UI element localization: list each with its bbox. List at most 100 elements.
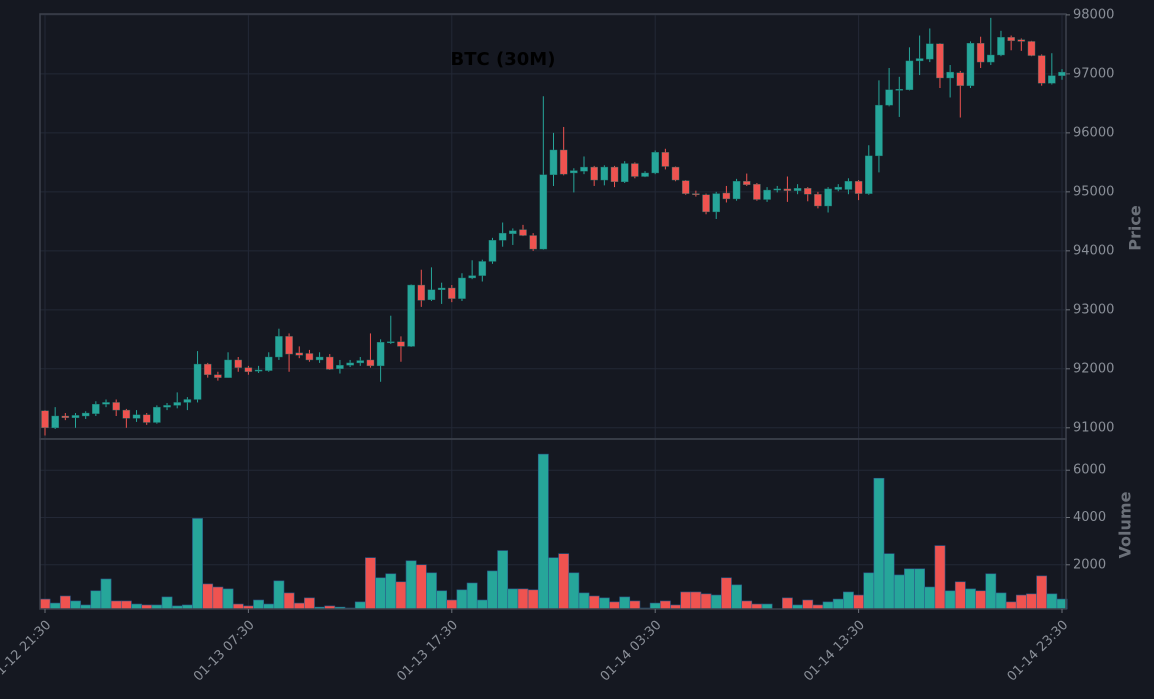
volume-bar — [629, 600, 641, 610]
candle-body — [1037, 55, 1046, 84]
volume-bar — [436, 590, 448, 610]
volume-bar — [375, 577, 386, 610]
volume-bar — [497, 550, 509, 610]
candle-body — [519, 229, 527, 236]
candle-body — [346, 362, 354, 366]
volume-bar — [354, 601, 366, 610]
volume-bar — [914, 568, 926, 610]
candle-body — [702, 194, 710, 213]
candle-body — [509, 230, 517, 234]
volume-bar — [1015, 594, 1027, 610]
candle-body — [997, 37, 1005, 56]
candle-body — [478, 261, 487, 276]
volume-bar — [843, 591, 854, 610]
candle-body — [783, 188, 792, 191]
candle-body — [305, 353, 314, 361]
candle-body — [448, 287, 456, 299]
candle-body — [1007, 37, 1015, 42]
candle-body — [387, 341, 395, 344]
volume-bar — [883, 553, 895, 610]
candle-body — [41, 410, 49, 428]
candle-body — [671, 166, 680, 181]
candle-body — [661, 152, 670, 167]
candle-body — [732, 181, 741, 200]
volume-bar — [446, 599, 458, 610]
volume-bar — [110, 600, 122, 610]
candle-body — [427, 289, 436, 300]
volume-bar — [192, 518, 203, 610]
volume-bar — [619, 596, 631, 610]
candle-body — [987, 54, 995, 63]
chart-title: BTC (30M) — [451, 49, 556, 70]
volume-bar — [507, 588, 519, 610]
grid-layer — [40, 14, 1066, 609]
y-tick-label: 95000 — [1073, 184, 1114, 199]
volume-bar — [1036, 575, 1048, 610]
candle-body — [712, 193, 720, 213]
volume-bar — [487, 570, 498, 610]
candle-body — [315, 356, 324, 361]
candle-body — [1027, 41, 1036, 56]
volume-bar — [39, 598, 51, 610]
candle-body — [559, 149, 568, 175]
candle-body — [437, 287, 446, 290]
candle-body — [376, 342, 385, 367]
volume-bar — [588, 595, 600, 610]
candle-body — [539, 174, 548, 250]
candle-body — [275, 336, 283, 358]
volume-bar — [476, 599, 488, 610]
candle-body — [173, 402, 181, 406]
candle-body — [722, 192, 731, 200]
candle-body — [458, 277, 466, 299]
volume-bar — [405, 560, 417, 610]
volume-bar — [954, 581, 966, 610]
volume-bar — [985, 573, 997, 610]
candle-body — [285, 336, 293, 355]
volume-bar — [802, 599, 814, 610]
y-tick-label: 93000 — [1073, 302, 1114, 317]
candle-body — [590, 166, 598, 181]
volume-bar — [721, 577, 732, 610]
candle-body — [61, 415, 70, 418]
volume-bar — [70, 600, 81, 610]
volume-bar — [365, 557, 376, 610]
volume-bar — [212, 586, 224, 610]
candle-body — [956, 72, 965, 86]
candle-body — [71, 415, 80, 418]
volume-bar — [415, 564, 427, 610]
volume-bar — [426, 572, 437, 610]
volume-bar — [1046, 593, 1058, 610]
candle-body — [885, 89, 893, 106]
candle-body — [112, 402, 120, 411]
candle-body — [92, 403, 100, 414]
volume-bar — [1005, 601, 1017, 610]
volume-bar — [304, 597, 315, 610]
candle-body — [742, 181, 751, 185]
candle-body — [641, 172, 649, 177]
candle-body — [397, 341, 405, 347]
candle-body — [773, 188, 781, 191]
candle-body — [631, 163, 639, 177]
volume-bar — [741, 600, 753, 610]
candle-body — [865, 155, 873, 194]
volume-bar — [700, 593, 712, 610]
volume-tick-label: 2000 — [1073, 557, 1106, 572]
volume-tick-label: 4000 — [1073, 510, 1106, 525]
volume-bar — [598, 597, 610, 610]
candle-body — [254, 369, 263, 372]
volume-bar — [995, 592, 1007, 610]
candle-body — [895, 89, 904, 91]
volume-bar — [680, 591, 692, 610]
volume-bar — [690, 591, 702, 610]
volume-bar — [731, 584, 742, 610]
candle-body — [488, 240, 497, 262]
volume-bar — [904, 568, 915, 610]
candle-body — [844, 181, 853, 190]
volume-bar — [710, 594, 722, 610]
volume-bar — [100, 578, 112, 610]
candle-body — [834, 186, 843, 190]
volume-bar — [873, 477, 885, 610]
volume-bar — [517, 588, 529, 610]
volume-bar — [456, 589, 468, 610]
